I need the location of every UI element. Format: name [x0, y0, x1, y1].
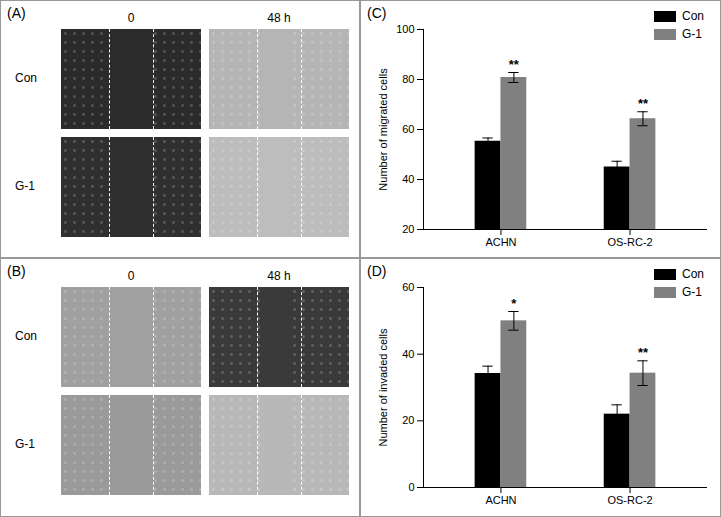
html-text:Con: Con — [682, 267, 704, 281]
html-text:(A): (A) — [7, 5, 26, 21]
html-text:0: 0 — [127, 11, 135, 25]
svg-text:40: 40 — [402, 348, 414, 360]
svg-text:**: ** — [638, 345, 649, 360]
html-text:48 h: 48 h — [267, 269, 291, 283]
svg-text:20: 20 — [402, 223, 414, 235]
svg-text:ACHN: ACHN — [485, 236, 516, 248]
html-text:Con: Con — [15, 329, 37, 343]
html-text:48 h: 48 h — [267, 11, 291, 25]
svg-text:OS-RC-2: OS-RC-2 — [607, 236, 652, 248]
html-text:G-1: G-1 — [682, 285, 702, 299]
svg-text:0: 0 — [408, 481, 414, 493]
html-text:Con: Con — [682, 9, 704, 23]
svg-text:**: ** — [509, 57, 520, 72]
svg-text:20: 20 — [402, 414, 414, 426]
svg-text:100: 100 — [396, 23, 414, 35]
html-text:G-1: G-1 — [682, 27, 702, 41]
svg-text:80: 80 — [402, 73, 414, 85]
svg-text:60: 60 — [402, 281, 414, 293]
svg-text:Number of invaded cells: Number of invaded cells — [377, 328, 389, 447]
html-text:(B): (B) — [7, 263, 26, 279]
svg-text:Number of migrated cells: Number of migrated cells — [377, 68, 389, 191]
html-text:G-1: G-1 — [15, 179, 35, 193]
html-text:Con: Con — [15, 71, 37, 85]
svg-text:OS-RC-2: OS-RC-2 — [607, 494, 652, 506]
html-text:0: 0 — [127, 269, 135, 283]
svg-text:60: 60 — [402, 123, 414, 135]
svg-text:*: * — [511, 296, 517, 311]
html-text:(C): (C) — [367, 5, 387, 21]
html-text:(D): (D) — [367, 263, 387, 279]
svg-text:**: ** — [638, 96, 649, 111]
svg-text:40: 40 — [402, 173, 414, 185]
html-text:G-1: G-1 — [15, 437, 35, 451]
svg-text:ACHN: ACHN — [485, 494, 516, 506]
